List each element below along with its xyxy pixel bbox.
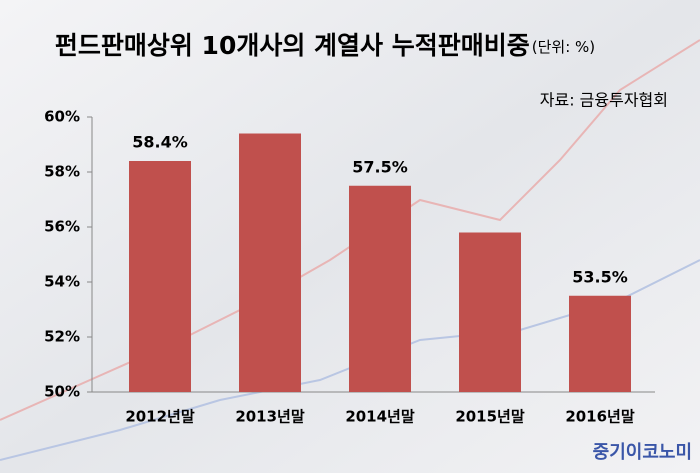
bar <box>459 232 521 392</box>
source: 자료: 금융투자협회 <box>540 91 668 110</box>
y-tick-label: 60% <box>44 108 80 126</box>
bar <box>569 295 631 392</box>
x-tick-label: 2013년말 <box>235 408 305 426</box>
chart-title: 펀드판매상위 10개사의 계열사 누적판매비중 (단위: %) <box>55 31 595 60</box>
value-label: 53.5% <box>572 267 628 286</box>
bar <box>349 185 411 392</box>
x-tick-label: 2016년말 <box>565 408 635 426</box>
y-tick-label: 54% <box>44 273 80 291</box>
title: 펀드판매상위 10개사의 계열사 누적판매비중 <box>55 31 530 60</box>
subtitle: (단위: %) <box>532 38 595 56</box>
value-label: 57.5% <box>352 157 408 176</box>
y-tick-label: 56% <box>44 218 80 236</box>
y-tick-label: 58% <box>44 163 80 181</box>
y-tick-label: 52% <box>44 328 80 346</box>
watermark: 중기이코노미 <box>593 442 692 463</box>
x-tick-label: 2015년말 <box>455 408 525 426</box>
x-tick-label: 2014년말 <box>345 408 415 426</box>
bar <box>129 161 191 392</box>
x-tick-label: 2012년말 <box>125 408 195 426</box>
y-tick-label: 50% <box>44 383 80 401</box>
bar <box>239 133 301 392</box>
value-label: 58.4% <box>132 133 188 152</box>
